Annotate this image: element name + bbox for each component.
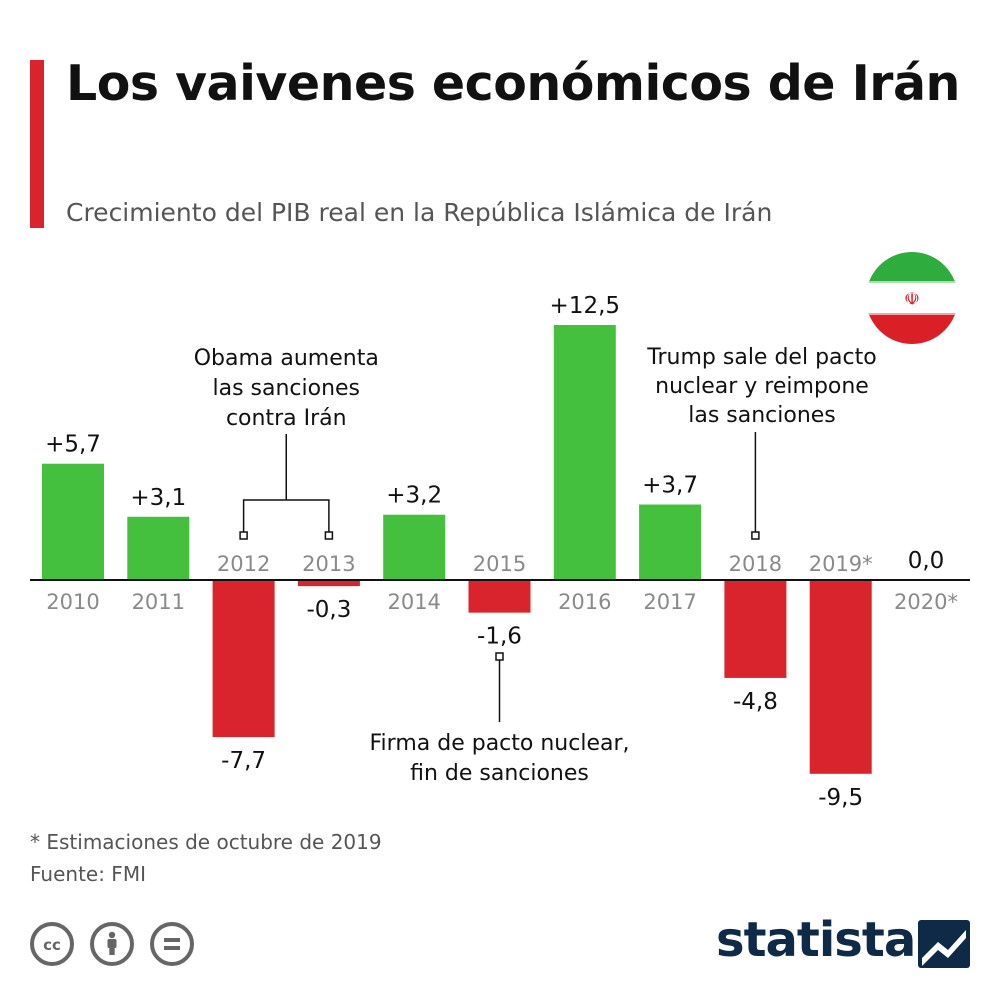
bar-2019 xyxy=(809,580,872,774)
value-label-2010: +5,7 xyxy=(45,432,101,458)
bar-2018 xyxy=(724,580,787,678)
category-label-2018: 2018 xyxy=(729,552,782,576)
value-label-2018: -4,8 xyxy=(733,689,778,715)
value-label-2016: +12,5 xyxy=(550,293,620,319)
creative-commons-icon[interactable]: cc xyxy=(30,922,74,966)
source-note: Fuente: FMI xyxy=(30,862,146,886)
annotation-trump-line-2: nuclear y reimpone xyxy=(655,374,869,399)
value-label-2012: -7,7 xyxy=(221,748,266,774)
value-label-2013: -0,3 xyxy=(306,597,351,623)
title-accent-bar xyxy=(30,60,44,228)
annotation-pacto-marker xyxy=(495,652,504,661)
chart-title: Los vaivenes económicos de Irán xyxy=(66,55,960,112)
category-label-2017: 2017 xyxy=(643,590,696,614)
iran-flag-icon: ☫ xyxy=(866,252,958,344)
statista-logo-text[interactable]: statista xyxy=(716,912,916,968)
category-label-2016: 2016 xyxy=(558,590,611,614)
value-label-2020: 0,0 xyxy=(908,548,945,574)
annotation-obama-line-3: contra Irán xyxy=(226,406,347,431)
category-label-2014: 2014 xyxy=(387,590,440,614)
category-label-2013: 2013 xyxy=(302,552,355,576)
annotation-trump-line-3: las sanciones xyxy=(688,403,836,428)
value-label-2015: -1,6 xyxy=(477,624,522,650)
value-label-2011: +3,1 xyxy=(130,485,186,511)
annotation-pacto-line-1: Firma de pacto nuclear, xyxy=(370,731,630,756)
category-label-2020: 2020* xyxy=(894,590,958,614)
value-label-2017: +3,7 xyxy=(642,473,698,499)
value-label-2014: +3,2 xyxy=(386,483,442,509)
chart-subtitle: Crecimiento del PIB real en la República… xyxy=(66,198,773,227)
annotation-trump-line-1: Trump sale del pacto xyxy=(646,345,876,370)
bar-2010 xyxy=(42,463,104,580)
category-label-2015: 2015 xyxy=(473,552,526,576)
annotation-obama-line-1: Obama aumenta xyxy=(194,346,379,371)
svg-text:cc: cc xyxy=(43,936,61,954)
value-label-2019: -9,5 xyxy=(818,785,863,811)
footnote: * Estimaciones de octubre de 2019 xyxy=(30,830,382,854)
bar-2016 xyxy=(553,325,616,580)
bar-2011 xyxy=(127,516,190,580)
bar-2015 xyxy=(468,580,531,613)
bar-2012 xyxy=(212,580,275,738)
bar-2013 xyxy=(297,580,360,587)
statista-logo-icon[interactable] xyxy=(918,920,970,968)
annotation-obama-marker-2013 xyxy=(324,531,334,540)
annotation-obama-line-2: las sanciones xyxy=(212,376,360,401)
category-label-2011: 2011 xyxy=(132,590,185,614)
attribution-icon[interactable] xyxy=(90,922,134,966)
annotation-obama-marker-2012 xyxy=(239,531,248,540)
no-derivatives-icon[interactable] xyxy=(150,922,194,966)
annotation-obama-connector xyxy=(242,434,330,532)
bar-2014 xyxy=(383,514,446,580)
category-label-2019: 2019* xyxy=(809,552,873,576)
annotation-trump-marker xyxy=(751,531,760,540)
annotation-pacto-line-2: fin de sanciones xyxy=(410,761,589,786)
bar-2017 xyxy=(639,504,702,580)
svg-text:☫: ☫ xyxy=(904,289,920,310)
category-label-2010: 2010 xyxy=(46,590,99,614)
category-label-2012: 2012 xyxy=(217,552,270,576)
